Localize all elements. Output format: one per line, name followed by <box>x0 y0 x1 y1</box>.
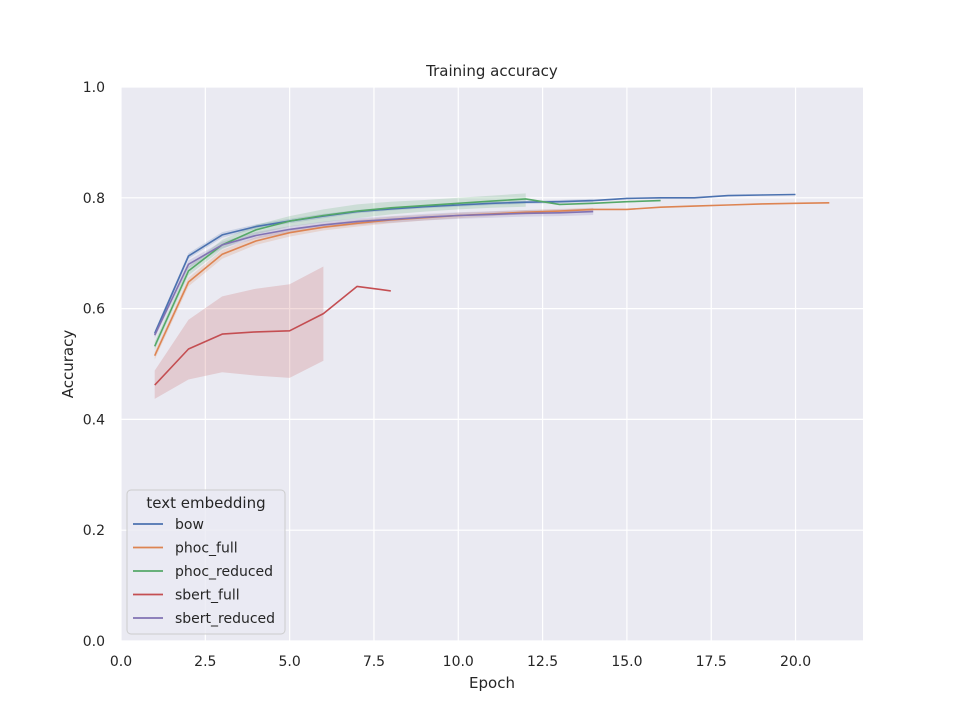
sbert_reduced-line <box>153 210 594 336</box>
x-tick-label: 12.5 <box>527 654 558 670</box>
legend: text embedding bow phoc_full phoc_reduceds… <box>126 489 286 635</box>
y-tick-label: 0.4 <box>83 412 105 428</box>
sbert_full-line <box>154 285 391 386</box>
chart-title: Training accuracy <box>425 62 558 80</box>
phoc_reduced-line <box>153 198 661 347</box>
y-tick-label: 1.0 <box>83 80 105 96</box>
grid-lines <box>120 86 863 642</box>
y-tick-label: 0.6 <box>83 302 105 318</box>
x-tick-label: 10.0 <box>443 654 474 670</box>
x-tick-label: 20.0 <box>780 654 811 670</box>
x-axis-label: Epoch <box>469 674 515 692</box>
sbert_reduced-legend-label: sbert_reduced <box>175 611 275 627</box>
x-tick-label: 15.0 <box>611 654 642 670</box>
bow-legend-label: bow <box>175 517 204 533</box>
legend-title: text embedding <box>146 494 265 512</box>
x-tick-label: 5.0 <box>279 654 301 670</box>
x-axis-ticks: 0.0 2.5 5.0 7.5 10.0 12.5 15.0 17.5 20.0 <box>110 654 811 670</box>
x-tick-label: 0.0 <box>110 654 132 670</box>
phoc_reduced-confidence-band <box>154 193 526 351</box>
x-tick-label: 17.5 <box>696 654 727 670</box>
y-axis-ticks: 0.0 0.2 0.4 0.6 0.8 1.0 <box>83 80 105 650</box>
legend-box <box>126 489 286 635</box>
x-tick-label: 7.5 <box>363 654 385 670</box>
sbert_full-legend-label: sbert_full <box>175 588 240 604</box>
y-tick-label: 0.8 <box>83 191 105 207</box>
y-axis-label: Accuracy <box>59 330 77 399</box>
y-tick-label: 0.2 <box>83 523 105 539</box>
phoc_reduced-legend-label: phoc_reduced <box>175 564 273 580</box>
x-tick-label: 2.5 <box>194 654 216 670</box>
y-tick-label: 0.0 <box>83 634 105 650</box>
phoc_full-legend-label: phoc_full <box>175 541 238 557</box>
bow-line <box>153 193 796 334</box>
series-lines <box>153 193 830 386</box>
legend-items: bow phoc_full phoc_reduced sbert_full sbert_… <box>133 517 275 627</box>
